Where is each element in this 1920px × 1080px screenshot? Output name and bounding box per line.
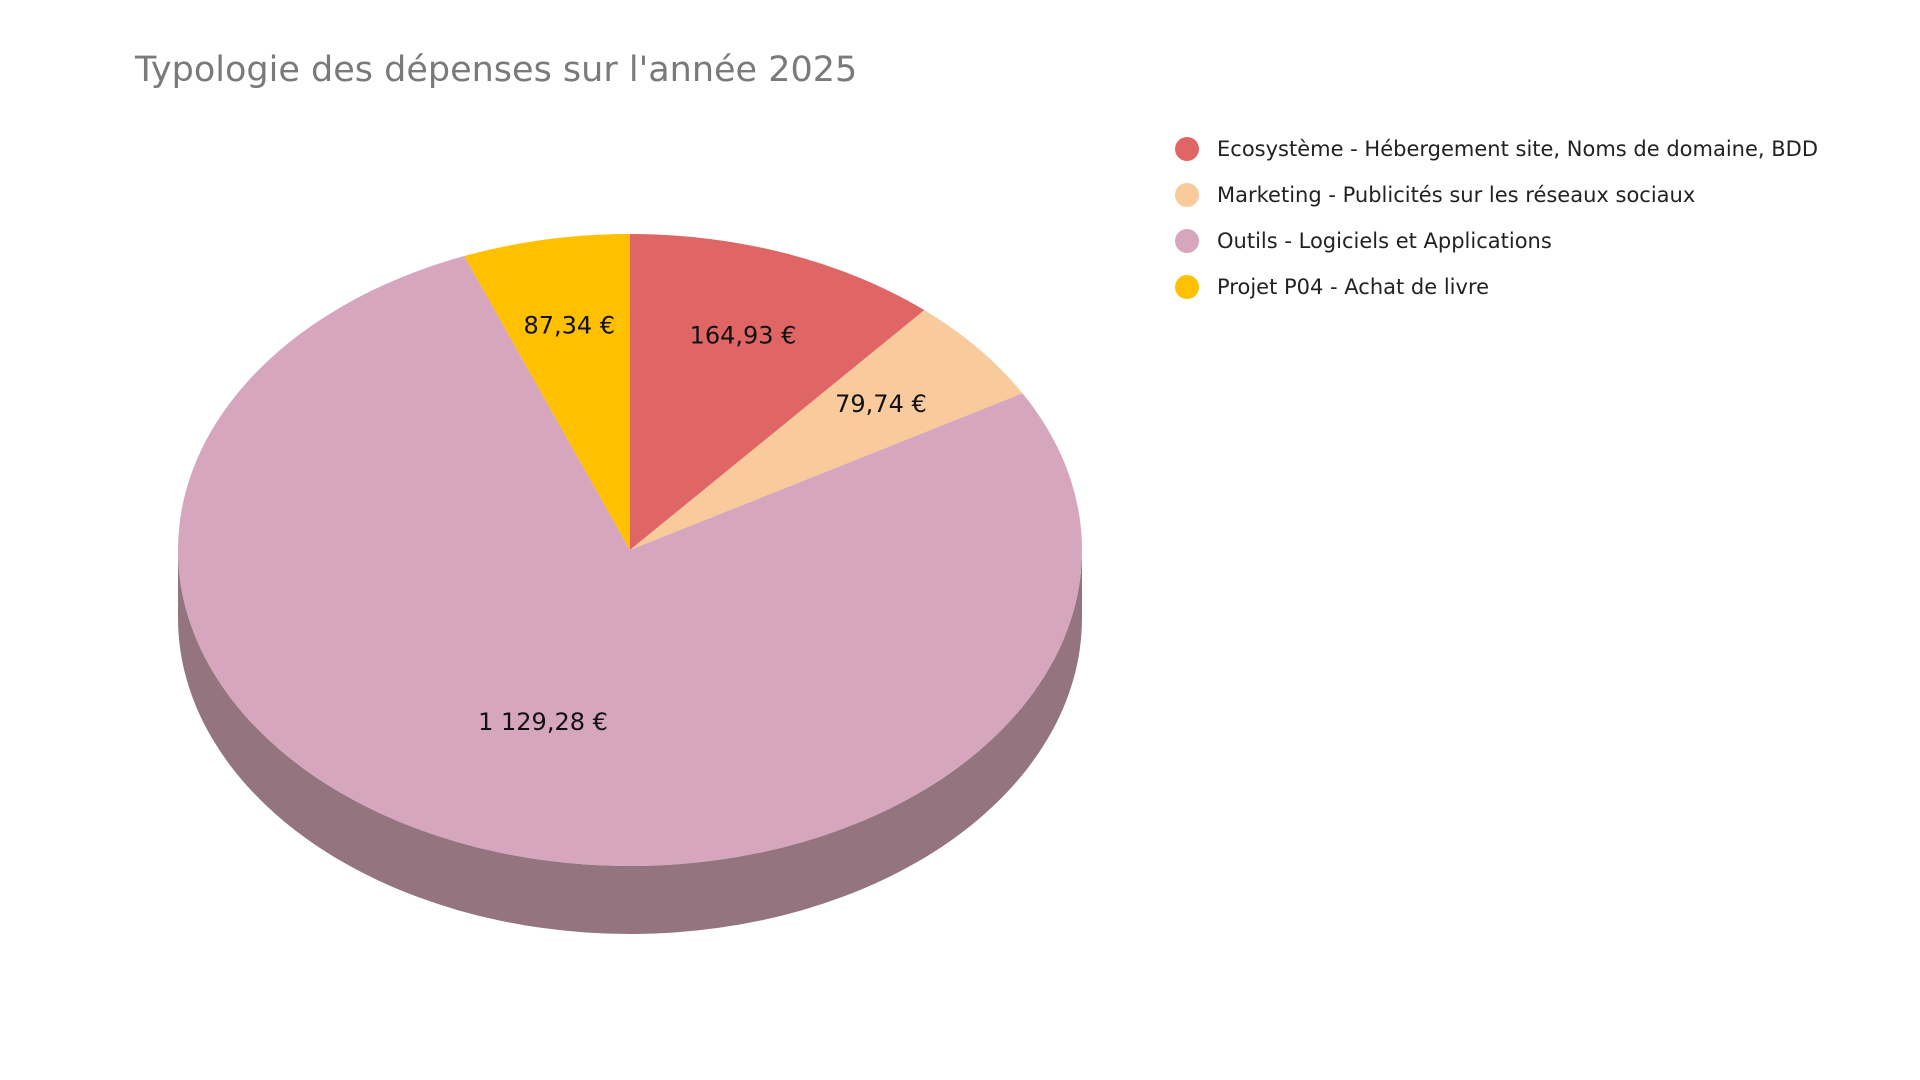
pie-slice-1: [630, 310, 1023, 550]
legend-label: Marketing - Publicités sur les réseaux s…: [1217, 183, 1696, 207]
pie-side-wall: [178, 550, 1082, 934]
pie-data-label-1: 79,74 €: [835, 390, 927, 418]
legend-item-2: Outils - Logiciels et Applications: [1175, 218, 1818, 264]
pie-top-face: [177, 234, 1082, 866]
legend-label: Projet P04 - Achat de livre: [1217, 275, 1490, 299]
legend-swatch-icon: [1175, 137, 1199, 161]
legend-label: Ecosystème - Hébergement site, Noms de d…: [1217, 137, 1819, 161]
pie-slice-2: [177, 256, 1082, 866]
legend-item-1: Marketing - Publicités sur les réseaux s…: [1175, 172, 1818, 218]
pie-data-labels: 164,93 € 79,74 € 1 129,28 € 87,34 €: [478, 311, 927, 735]
legend-swatch-icon: [1175, 229, 1199, 253]
legend-swatch-icon: [1175, 183, 1199, 207]
pie-data-label-0: 164,93 €: [690, 322, 797, 350]
pie-slice-0: [630, 234, 925, 550]
chart-title: Typologie des dépenses sur l'année 2025: [135, 50, 858, 90]
legend-label: Outils - Logiciels et Applications: [1217, 229, 1552, 253]
pie-data-label-3: 87,34 €: [523, 311, 615, 339]
legend-item-3: Projet P04 - Achat de livre: [1175, 264, 1818, 310]
pie-side-2: [178, 550, 1082, 934]
pie-slice-3: [464, 234, 630, 550]
legend: Ecosystème - Hébergement site, Noms de d…: [1175, 126, 1818, 310]
legend-swatch-icon: [1175, 275, 1199, 299]
pie-data-label-2: 1 129,28 €: [478, 708, 608, 736]
legend-item-0: Ecosystème - Hébergement site, Noms de d…: [1175, 126, 1818, 172]
